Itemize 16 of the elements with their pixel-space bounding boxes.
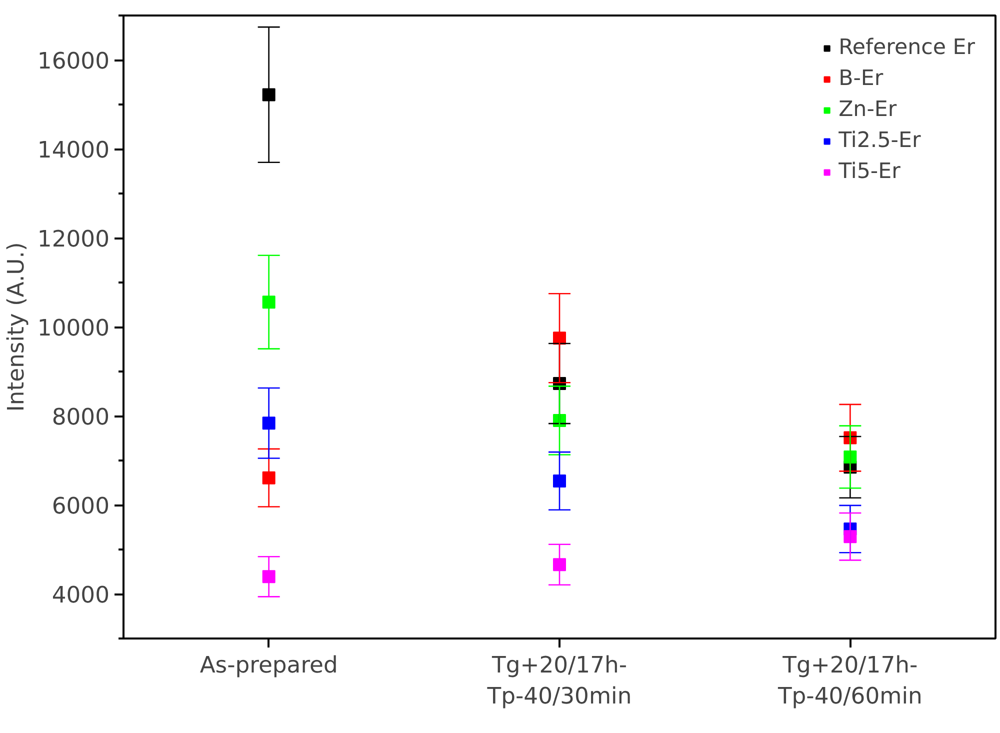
y-axis-title: Intensity (A.U.) bbox=[3, 242, 30, 412]
legend-label: Ti5-Er bbox=[838, 159, 900, 184]
y-tick-label: 12000 bbox=[37, 226, 110, 252]
x-tick-label: Tg+20/17h- Tp-40/30min bbox=[486, 652, 632, 710]
legend-label: Zn-Er bbox=[838, 97, 897, 122]
y-tick-label: 16000 bbox=[37, 48, 110, 74]
legend-label: B-Er bbox=[838, 66, 884, 91]
y-tick-label: 4000 bbox=[52, 582, 110, 608]
x-tick-label: Tg+20/17h- Tp-40/60min bbox=[776, 652, 922, 710]
legend-label: Ti2.5-Er bbox=[838, 128, 921, 153]
y-tick-label: 14000 bbox=[37, 138, 110, 164]
legend-label: Reference Er bbox=[838, 35, 975, 60]
y-tick-label: 10000 bbox=[37, 316, 110, 342]
x-tick-label: As-prepared bbox=[200, 652, 338, 678]
y-tick-label: 8000 bbox=[52, 404, 110, 430]
y-tick-label: 6000 bbox=[52, 494, 110, 520]
